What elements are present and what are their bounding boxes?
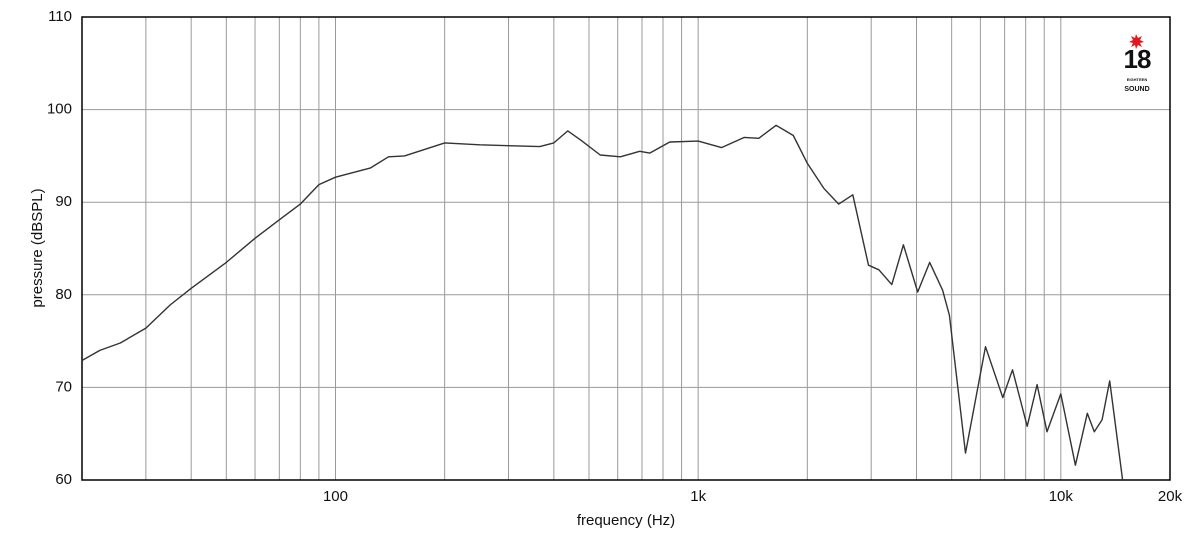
- x-tick-label: 20k: [1158, 488, 1183, 505]
- y-tick-label: 90: [55, 193, 72, 210]
- x-tick-label: 1k: [690, 488, 706, 505]
- logo-star: [1129, 34, 1144, 49]
- logo: [1129, 34, 1144, 49]
- y-tick-label: 110: [48, 8, 72, 25]
- y-tick-label: 100: [47, 101, 72, 118]
- plot-frame: [81, 16, 1171, 481]
- y-tick-label: 70: [55, 378, 72, 395]
- logo-text: EIGHTEEN: [1127, 77, 1148, 82]
- x-tick-label: 100: [323, 488, 348, 505]
- x-axis-label: frequency (Hz): [577, 512, 675, 529]
- y-tick-label: 60: [55, 471, 72, 488]
- logo-number: 18: [1124, 44, 1151, 74]
- x-tick-label: 10k: [1049, 488, 1074, 505]
- y-axis-label: pressure (dBSPL): [29, 188, 46, 307]
- y-tick-label: 80: [55, 286, 72, 303]
- logo-text: SOUND: [1124, 86, 1149, 93]
- response-line: [81, 124, 1124, 481]
